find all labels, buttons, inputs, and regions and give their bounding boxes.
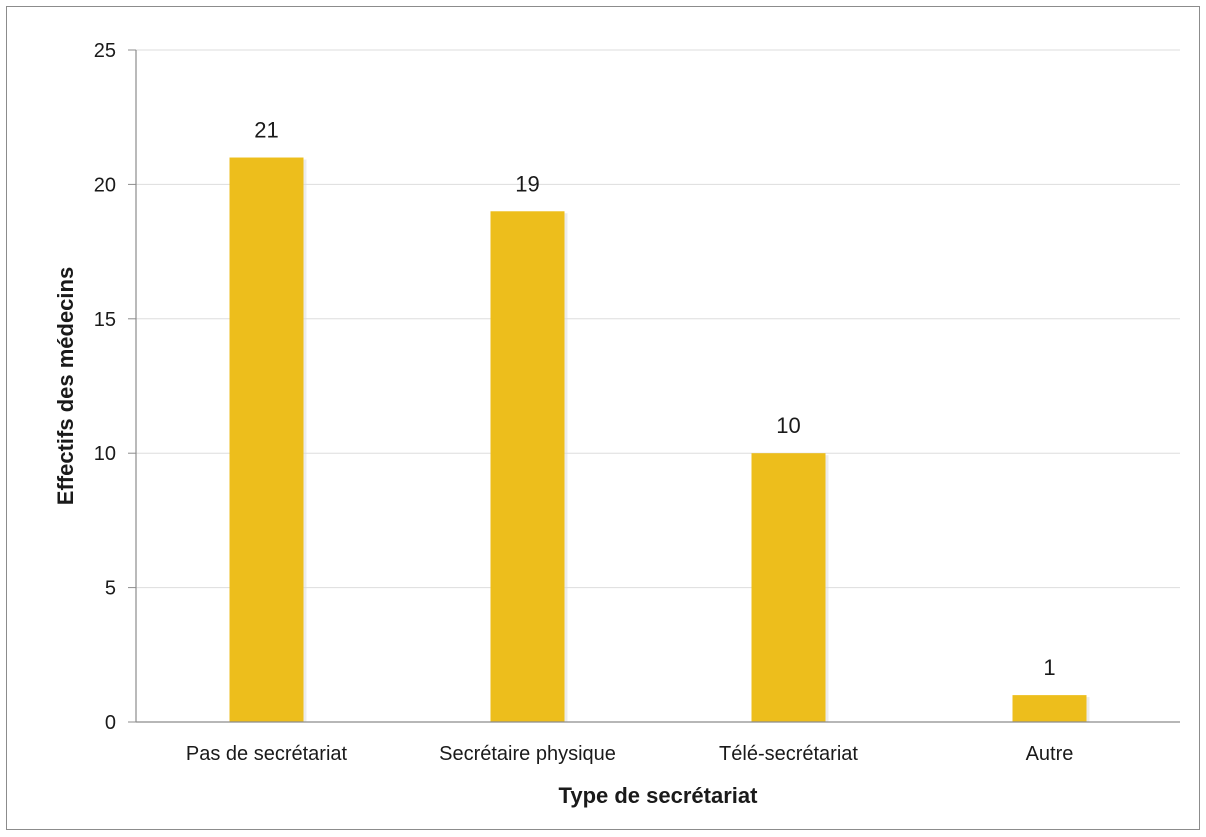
- bar: [229, 157, 304, 722]
- data-label: 10: [776, 413, 800, 438]
- data-label: 21: [254, 118, 278, 143]
- y-tick-labels: 0 5 10 15 20 25: [94, 40, 116, 734]
- y-tick-label: 20: [94, 174, 116, 196]
- gridlines: [136, 49, 1180, 589]
- y-tick-label: 5: [105, 578, 116, 600]
- y-tick-label: 15: [94, 309, 116, 331]
- chart-frame: [6, 6, 1200, 830]
- bar: [1012, 695, 1087, 722]
- x-tick-label: Autre: [1026, 743, 1074, 765]
- y-tick-label: 25: [94, 40, 116, 62]
- data-labels: 21 19 10 1: [254, 118, 1055, 681]
- axes: [128, 49, 1180, 723]
- x-tick-label: Secrétaire physique: [439, 743, 616, 765]
- data-label: 1: [1043, 655, 1055, 680]
- x-tick-label: Télé-secrétariat: [719, 743, 858, 765]
- bar: [751, 453, 826, 722]
- y-tick-label: 0: [105, 712, 116, 734]
- bars: [229, 157, 1090, 722]
- x-tick-labels: Pas de secrétariat Secrétaire physique Tél…: [186, 743, 1074, 765]
- y-tick-label: 10: [94, 443, 116, 465]
- x-tick-label: Pas de secrétariat: [186, 743, 348, 765]
- bar: [490, 211, 565, 722]
- data-label: 19: [515, 171, 539, 196]
- y-axis-title: Effectifs des médecins: [53, 267, 78, 505]
- x-axis-title: Type de secrétariat: [559, 783, 759, 808]
